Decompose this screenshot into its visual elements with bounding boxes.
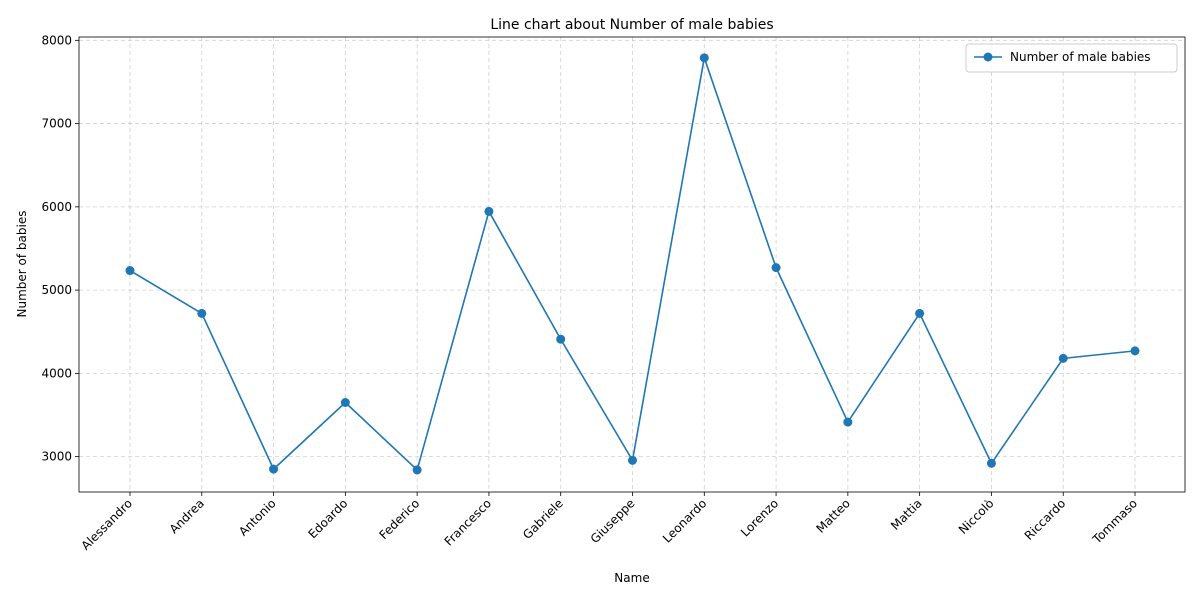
legend-label: Number of male babies	[1010, 50, 1151, 64]
data-point	[1130, 346, 1140, 356]
y-axis-title: Number of babies	[15, 211, 29, 318]
series-layer	[125, 53, 1140, 475]
data-point	[986, 458, 996, 468]
y-tick-label: 4000	[41, 366, 72, 380]
data-point	[340, 397, 350, 407]
data-point	[915, 308, 925, 318]
y-tick-label: 3000	[41, 450, 72, 464]
data-point	[843, 417, 853, 427]
data-point	[269, 464, 279, 474]
data-point	[556, 334, 566, 344]
y-tick-label: 7000	[41, 117, 72, 131]
data-point	[628, 455, 637, 465]
y-tick-label: 8000	[41, 33, 72, 47]
legend-box	[965, 43, 1178, 73]
legend: Number of male babies	[965, 43, 1178, 73]
data-point	[412, 465, 422, 475]
y-tick-label: 5000	[41, 283, 72, 297]
legend-point-marker	[983, 52, 993, 62]
data-point	[699, 53, 709, 63]
plot-frame	[78, 36, 1186, 493]
chart-title: Line chart about Number of male babies	[490, 17, 773, 33]
data-point	[197, 308, 207, 318]
data-point	[125, 266, 135, 276]
data-point	[771, 263, 781, 273]
data-point	[1058, 353, 1068, 363]
y-tick-label: 6000	[41, 200, 72, 214]
x-axis-title: Name	[614, 571, 649, 585]
data-point	[484, 206, 494, 216]
